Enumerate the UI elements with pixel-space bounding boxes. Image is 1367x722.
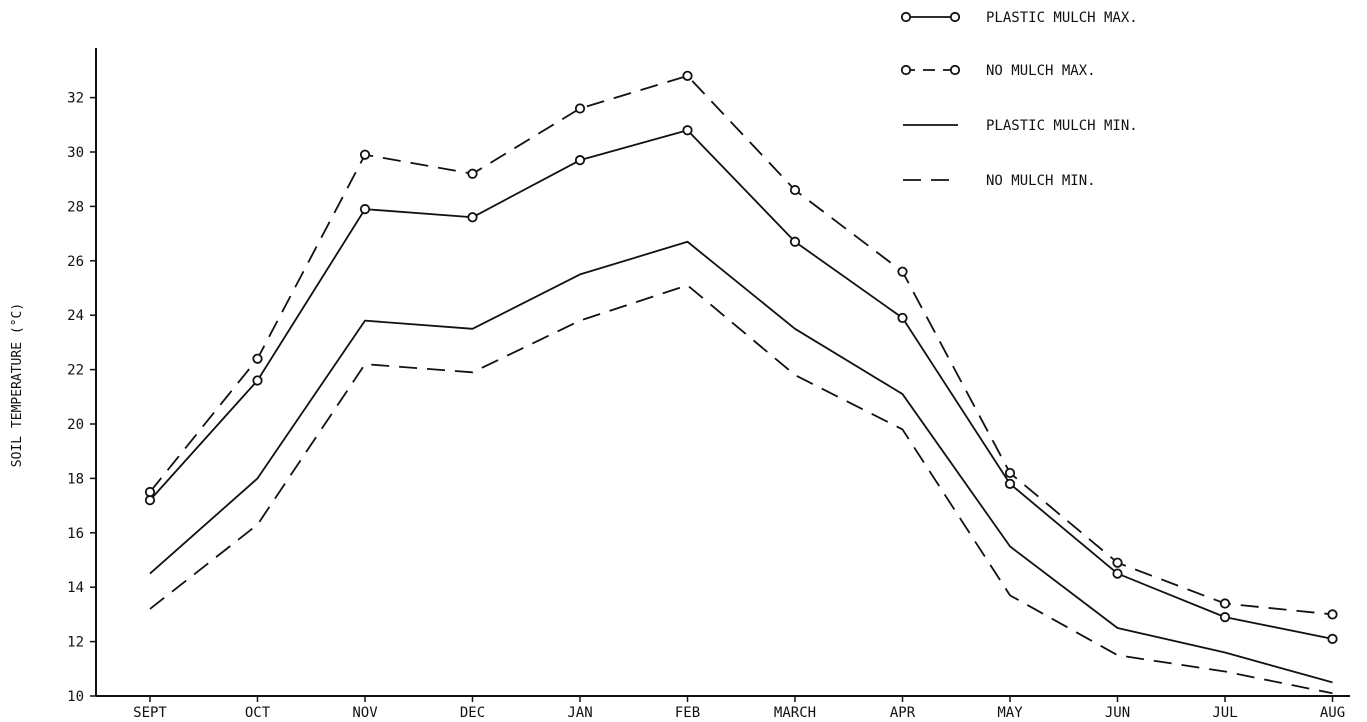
y-tick-label: 32 xyxy=(67,91,84,107)
data-point xyxy=(144,486,156,498)
y-ticks: 10 12 14 16 18 20 22 24 26 28 30 32 xyxy=(67,91,96,705)
legend-marker xyxy=(900,11,912,23)
data-point xyxy=(1004,478,1016,489)
legend: PLASTIC MULCH MAX. NO MULCH MAX. PLASTIC M… xyxy=(900,10,1138,189)
series-group xyxy=(144,70,1338,695)
data-point xyxy=(144,495,156,506)
data-point xyxy=(897,312,908,324)
data-point xyxy=(1112,557,1123,568)
y-tick-label: 10 xyxy=(67,689,84,705)
data-point xyxy=(574,103,586,114)
y-tick-label: 14 xyxy=(67,580,84,596)
x-tick-label: JUN xyxy=(1105,705,1130,721)
data-point xyxy=(252,375,263,386)
y-tick-label: 26 xyxy=(67,254,84,270)
series-line xyxy=(149,129,1333,640)
data-point xyxy=(1327,633,1338,644)
data-point xyxy=(359,149,371,160)
data-point xyxy=(467,168,478,179)
data-point xyxy=(252,353,263,364)
legend-label: NO MULCH MAX. xyxy=(986,63,1096,79)
legend-label: NO MULCH MIN. xyxy=(986,173,1096,189)
y-axis-title: SOIL TEMPERATURE (°C) xyxy=(10,303,25,467)
y-tick-label: 24 xyxy=(67,308,84,324)
data-point xyxy=(359,204,371,215)
x-tick-label: JUL xyxy=(1212,705,1237,721)
data-point xyxy=(1219,598,1231,609)
legend-marker xyxy=(900,64,912,76)
y-tick-label: 30 xyxy=(67,145,84,161)
x-tick-label: NOV xyxy=(352,705,378,721)
data-point xyxy=(1219,612,1231,623)
x-axis: SEPT OCT NOV DEC JAN FEB MARCH APR MAY JUN JUL AUG xyxy=(96,695,1350,721)
y-tick-label: 18 xyxy=(67,471,84,487)
data-point xyxy=(682,125,693,136)
y-tick-label: 16 xyxy=(67,526,84,542)
legend-marker xyxy=(949,64,961,76)
y-tick-label: 28 xyxy=(67,199,84,215)
data-point xyxy=(1004,467,1016,479)
data-point xyxy=(897,266,908,277)
data-point xyxy=(682,70,693,81)
x-tick-label: MAY xyxy=(997,705,1023,721)
x-tick-label: DEC xyxy=(460,705,485,721)
data-point xyxy=(574,155,586,166)
x-ticks: SEPT OCT NOV DEC JAN FEB MARCH APR MAY JUN JUL AUG xyxy=(133,696,1345,721)
y-tick-label: 22 xyxy=(67,363,84,379)
series-line xyxy=(149,284,1333,695)
y-axis: 10 12 14 16 18 20 22 24 26 28 30 32 xyxy=(67,48,97,705)
x-tick-label: OCT xyxy=(245,705,271,721)
legend-label: PLASTIC MULCH MIN. xyxy=(986,118,1138,134)
legend-marker xyxy=(949,11,961,23)
y-tick-label: 20 xyxy=(67,417,84,433)
x-tick-label: FEB xyxy=(675,705,700,721)
data-point xyxy=(1327,609,1338,620)
series-line xyxy=(149,74,1333,616)
series-line xyxy=(149,240,1333,684)
x-tick-label: JAN xyxy=(567,705,592,721)
x-tick-label: AUG xyxy=(1320,705,1345,721)
data-point xyxy=(1112,568,1123,579)
data-point xyxy=(789,184,801,196)
x-tick-label: MARCH xyxy=(774,705,816,721)
x-tick-label: SEPT xyxy=(133,705,167,721)
data-point xyxy=(789,236,801,247)
y-tick-label: 12 xyxy=(67,635,84,651)
data-point xyxy=(467,212,478,223)
legend-label: PLASTIC MULCH MAX. xyxy=(986,10,1138,26)
x-tick-label: APR xyxy=(890,705,916,721)
